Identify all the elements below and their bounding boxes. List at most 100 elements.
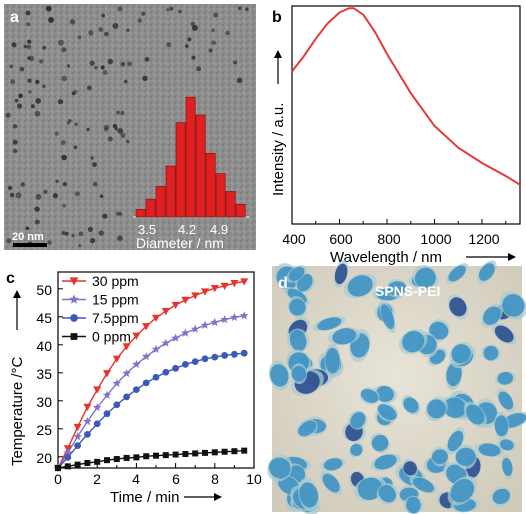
- data-point-circle: [231, 350, 238, 358]
- nanoparticle: [89, 60, 95, 66]
- legend-label: 0 ppm: [92, 329, 131, 345]
- data-point-square: [74, 461, 81, 468]
- data-point-circle: [70, 314, 78, 322]
- nanoparticle: [211, 40, 216, 45]
- data-point-square: [182, 451, 189, 457]
- nanoparticle: [35, 98, 41, 104]
- size-histogram: [133, 96, 249, 218]
- cell: [449, 342, 473, 366]
- c-xtick-3: 6: [172, 471, 180, 487]
- nanoparticle: [60, 140, 66, 146]
- c-xlabel: Time / min: [110, 489, 179, 506]
- nanoparticle: [20, 182, 25, 187]
- nanoparticle: [47, 240, 52, 245]
- nanoparticle: [102, 70, 108, 75]
- legend-item: 15 ppm: [62, 292, 139, 308]
- plot-b-frame: [291, 5, 521, 225]
- histogram-bar: [165, 165, 176, 218]
- data-point-triangle-down: [152, 314, 160, 322]
- c-ytick-3: 35: [36, 366, 52, 382]
- data-point-star: [102, 390, 112, 399]
- nanoparticle: [104, 31, 109, 37]
- data-point-circle: [123, 393, 130, 401]
- hist-tick-0: 3.5: [138, 222, 156, 237]
- spectrum-line: [291, 7, 521, 186]
- data-point-circle: [211, 353, 219, 361]
- data-point-square: [133, 454, 140, 461]
- nanoparticle: [112, 123, 118, 129]
- b-xlabel: Wavelength / nm: [330, 249, 442, 266]
- data-point-square: [153, 452, 159, 459]
- c-xtick-1: 2: [93, 471, 101, 487]
- nanoparticle: [245, 7, 249, 11]
- nanoparticle: [34, 219, 40, 225]
- nanoparticle: [92, 162, 97, 168]
- nanoparticle: [191, 24, 198, 31]
- c-xlabel-arrow: [184, 493, 222, 501]
- data-point-star: [83, 416, 92, 426]
- nanoparticle: [46, 5, 52, 12]
- data-point-circle: [182, 361, 189, 368]
- nanoparticle: [61, 154, 67, 161]
- cell: [398, 328, 428, 355]
- nanoparticle: [73, 89, 78, 94]
- nanoparticle: [191, 55, 196, 60]
- nanoparticle: [26, 22, 31, 27]
- cell: [499, 291, 526, 320]
- cell: [445, 358, 463, 391]
- series-line: [57, 315, 245, 469]
- nanoparticle: [107, 58, 114, 65]
- data-point-star: [161, 338, 171, 347]
- nanoparticle: [66, 64, 71, 68]
- plot-c-series: [53, 278, 249, 472]
- nanoparticle: [233, 60, 238, 65]
- nanoparticle: [62, 203, 66, 208]
- nanoparticle: [102, 213, 108, 219]
- data-point-star: [73, 432, 82, 441]
- cell: [333, 260, 349, 288]
- data-point-circle: [133, 386, 140, 393]
- cell: [370, 453, 401, 471]
- cell: [447, 475, 478, 506]
- nanoparticle: [178, 9, 182, 14]
- nanoparticle: [28, 55, 35, 62]
- nanoparticle: [73, 145, 78, 150]
- nanoparticle: [34, 206, 40, 212]
- cell: [267, 454, 293, 482]
- data-point-square: [192, 450, 199, 457]
- data-point-square: [55, 465, 61, 471]
- histogram-bar: [175, 122, 186, 218]
- data-point-square: [162, 452, 169, 459]
- b-xtick-3: 1000: [420, 231, 451, 247]
- histogram-bar: [135, 209, 146, 218]
- nanoparticle: [28, 90, 32, 94]
- data-point-circle: [74, 442, 81, 449]
- data-point-square: [70, 333, 78, 340]
- cell: [501, 454, 514, 480]
- plot-c-frame: [57, 271, 255, 469]
- cell: [268, 360, 290, 391]
- nanoparticle: [117, 128, 124, 134]
- scale-bar: [13, 243, 47, 247]
- nanoparticle: [55, 179, 59, 183]
- nanoparticle: [117, 6, 123, 12]
- nanoparticle: [87, 226, 93, 232]
- b-xlabel-arrow: [466, 253, 516, 261]
- nanoparticle: [18, 93, 23, 99]
- data-point-circle: [152, 373, 160, 381]
- c-ytick-1: 25: [36, 422, 52, 438]
- nanoparticle: [62, 182, 67, 187]
- nanoparticle: [35, 193, 42, 200]
- data-point-square: [94, 458, 101, 465]
- nanoparticle: [39, 59, 44, 64]
- data-point-triangle-down: [191, 292, 200, 300]
- nanoparticle: [61, 75, 67, 82]
- b-ylabel: Intensity / a.u.: [270, 103, 287, 196]
- cell: [476, 260, 497, 284]
- c-ylabel-arrow: [13, 290, 21, 330]
- nanoparticle: [187, 37, 192, 42]
- c-xtick-0: 0: [54, 471, 62, 487]
- nanoparticle: [12, 124, 18, 129]
- data-point-circle: [172, 364, 180, 372]
- nanoparticle: [120, 110, 125, 115]
